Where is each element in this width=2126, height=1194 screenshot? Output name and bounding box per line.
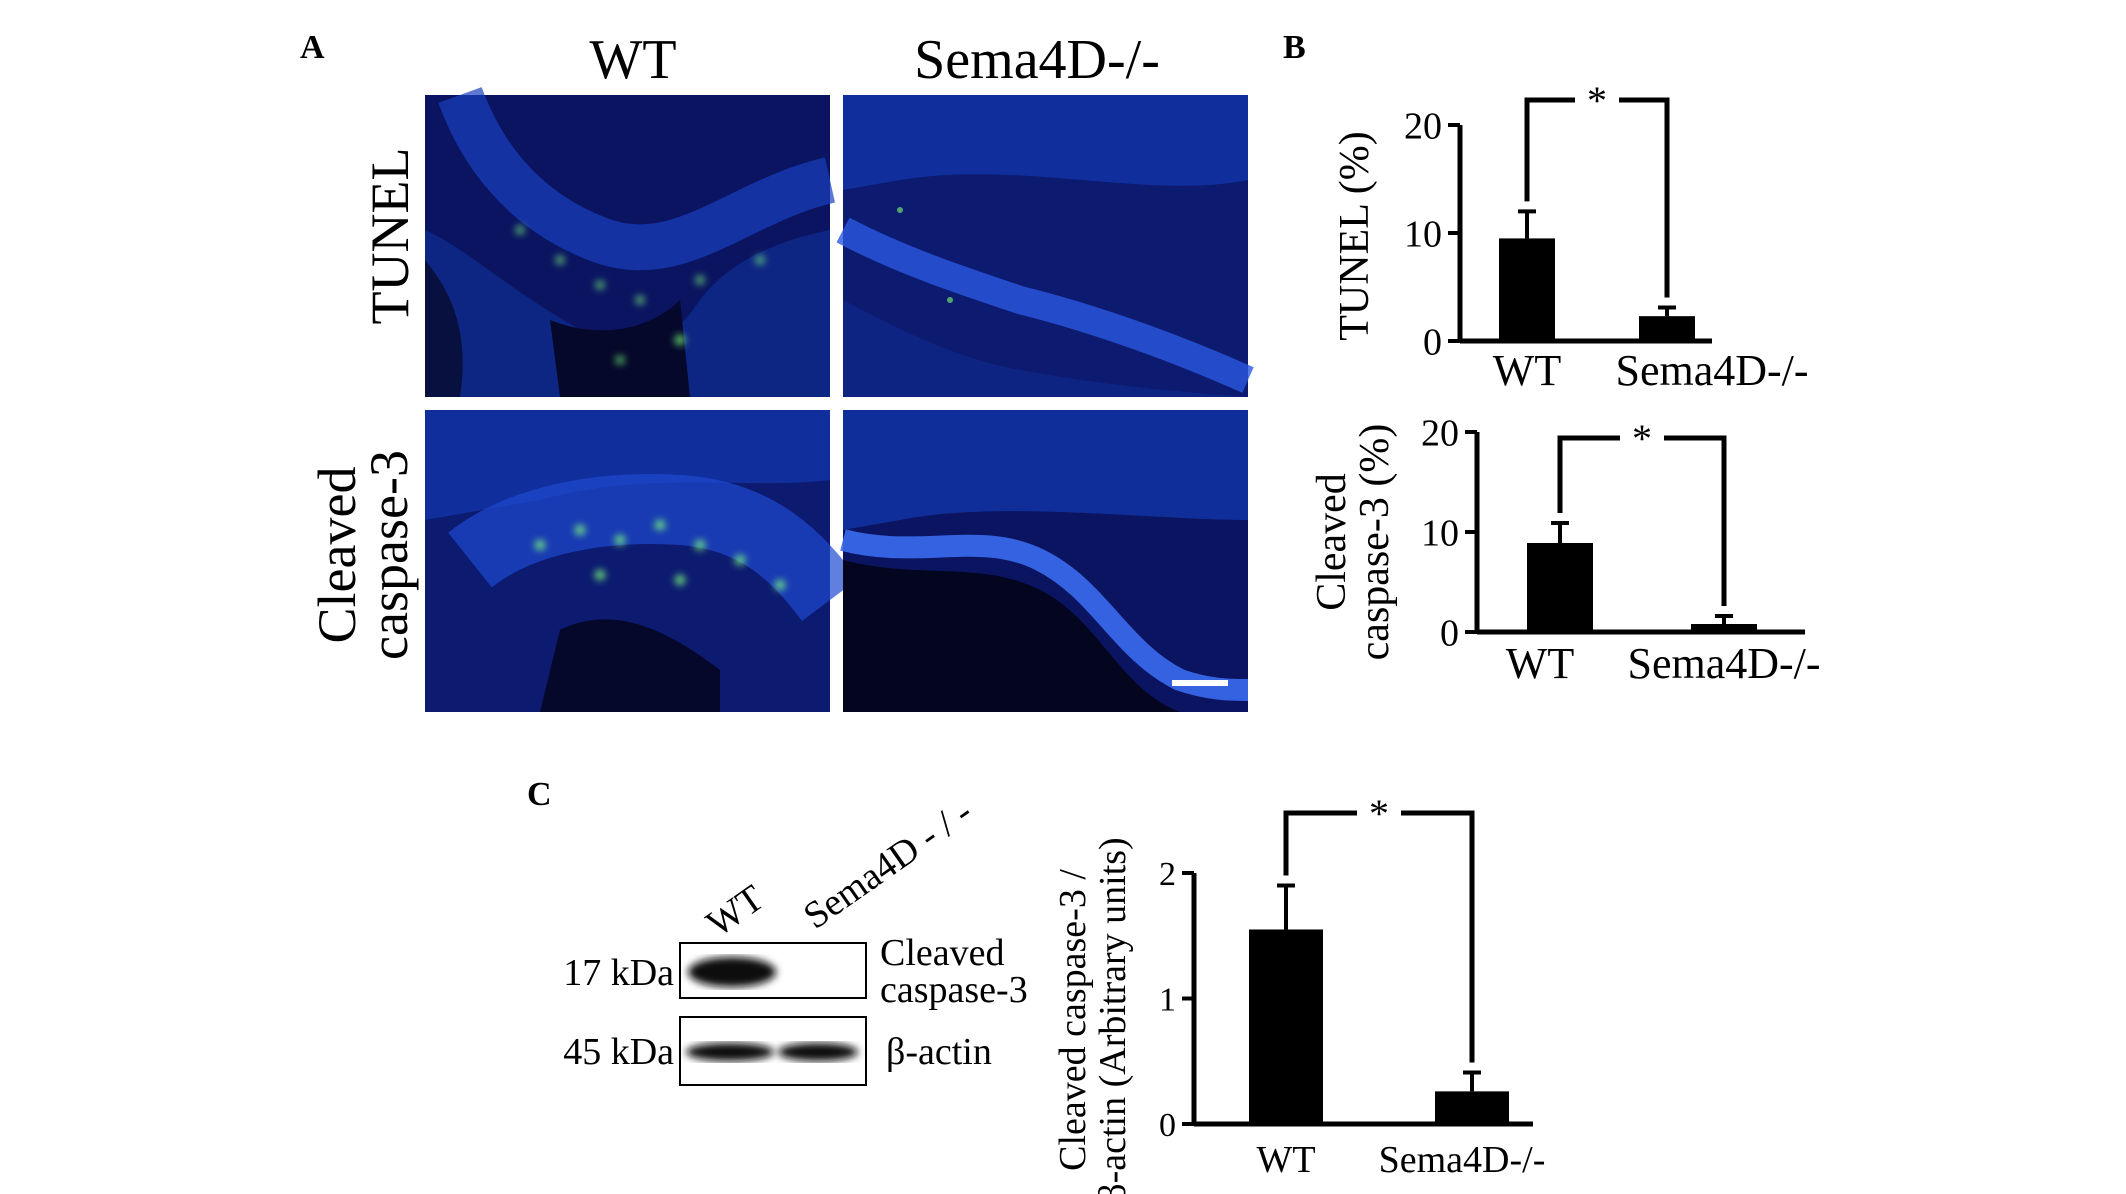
bracket-gap	[1357, 807, 1401, 819]
chart-tunel: 0 10 20 WT Sema4D-/- *	[1404, 78, 1809, 395]
y-tick-label: 20	[1421, 412, 1459, 454]
chart-b2-ylabel-line1: Cleaved	[1309, 473, 1355, 611]
band-1-protein-line2: caspase-3	[880, 969, 1028, 1011]
row-label-cleaved: Cleaved	[307, 467, 367, 644]
y-tick-label: 1	[1159, 981, 1176, 1018]
panel-b-letter: B	[1283, 29, 1306, 66]
y-tick-label: 2	[1159, 856, 1176, 893]
chart-western-quant: 0 1 2 WT Sema4D-/- *	[1159, 791, 1545, 1181]
category-label: Sema4D-/-	[1379, 1139, 1546, 1181]
micrograph-tunel-sema4d	[836, 95, 1254, 397]
panel-a-letter: A	[300, 29, 325, 66]
blot-cleaved-caspase	[679, 942, 867, 999]
band-1-kda: 17 kDa	[563, 952, 674, 994]
col-label-wt: WT	[589, 29, 676, 91]
significance-star: *	[1632, 416, 1652, 461]
bar	[1249, 929, 1323, 1124]
micrograph-cleaved-sema4d	[840, 410, 1249, 712]
chart-c-ylabel-line2: β-actin (Arbitrary units)	[1092, 837, 1134, 1194]
lane-label-sema4d: Sema4D - / -	[796, 791, 980, 937]
y-tick-label: 0	[1440, 612, 1459, 654]
bar	[1639, 316, 1695, 341]
band-1-protein-line1: Cleaved	[880, 932, 1005, 974]
scale-bar	[1172, 680, 1228, 686]
band-2-kda: 45 kDa	[563, 1031, 674, 1073]
category-label: WT	[1493, 346, 1562, 395]
band-2-protein: β-actin	[886, 1031, 992, 1073]
row-label-tunel: TUNEL	[360, 148, 420, 325]
chart-cleaved-caspase: 0 10 20 WT Sema4D-/- *	[1421, 412, 1821, 688]
y-tick-label: 0	[1423, 321, 1442, 363]
bracket-gap	[1620, 432, 1664, 444]
significance-star: *	[1587, 78, 1607, 123]
category-label: WT	[1256, 1139, 1315, 1181]
bar	[1499, 238, 1555, 341]
significance-star: *	[1369, 791, 1389, 836]
row-label-caspase: caspase-3	[359, 450, 419, 660]
y-tick-label: 20	[1404, 105, 1442, 147]
panel-c-letter: C	[527, 776, 552, 813]
blot-beta-actin	[679, 1016, 867, 1086]
bracket-gap	[1575, 94, 1619, 106]
y-tick-label: 10	[1404, 213, 1442, 255]
y-tick-label: 10	[1421, 512, 1459, 554]
category-label: WT	[1506, 639, 1575, 688]
category-label: Sema4D-/-	[1615, 346, 1808, 395]
chart-b1-ylabel: TUNEL (%)	[1332, 131, 1378, 341]
micrograph-cleaved-wt	[425, 410, 858, 712]
lane-label-wt: WT	[699, 877, 771, 945]
col-label-sema4d: Sema4D-/-	[914, 29, 1160, 91]
category-label: Sema4D-/-	[1627, 639, 1820, 688]
micrograph-tunel-wt	[425, 86, 836, 397]
bar	[1527, 543, 1593, 632]
chart-b2-ylabel-line2: caspase-3 (%)	[1352, 424, 1398, 661]
chart-c-ylabel-line1: Cleaved caspase-3 /	[1052, 869, 1094, 1171]
bar	[1691, 624, 1757, 632]
bar	[1435, 1091, 1509, 1124]
y-tick-label: 0	[1159, 1107, 1176, 1144]
